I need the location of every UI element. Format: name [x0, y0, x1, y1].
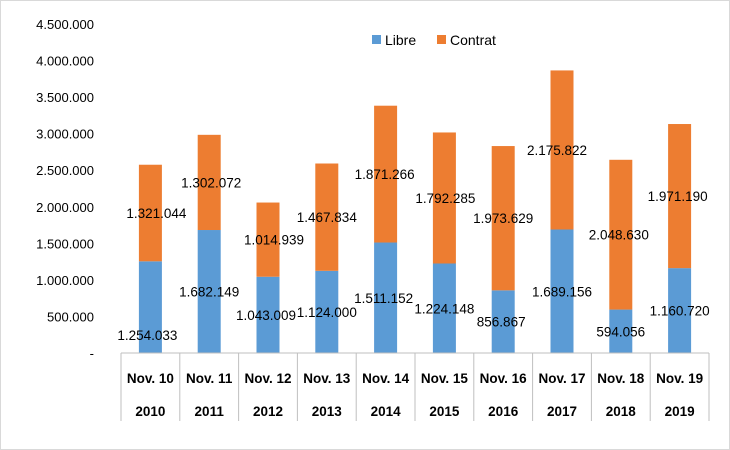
- legend-label: Contrat: [450, 32, 496, 48]
- bars: [138, 70, 692, 353]
- legend-swatch: [372, 35, 381, 44]
- data-label-contrat: 1.467.834: [297, 210, 358, 225]
- x-tick-month: Nov. 19: [656, 371, 703, 386]
- x-tick-year: 2013: [312, 404, 343, 419]
- data-label-contrat: 1.971.190: [648, 189, 708, 204]
- legend: Libre Contrat: [372, 32, 496, 48]
- data-labels: 1.254.033 1.321.044 1.682.149 1.302.072 1.04…: [117, 143, 709, 343]
- data-label-libre: 1.043.009: [236, 308, 296, 323]
- data-label-contrat: 1.973.629: [473, 211, 533, 226]
- data-label-libre: 594.056: [596, 324, 645, 339]
- x-tick-year: 2015: [429, 404, 460, 419]
- x-tick-month: Nov. 13: [303, 371, 351, 386]
- data-label-contrat: 1.302.072: [181, 175, 241, 190]
- data-label-contrat: 1.792.285: [415, 191, 475, 206]
- legend-swatch: [437, 35, 446, 44]
- x-axis: Nov. 10 2010 Nov. 11 2011 Nov. 12 2012 Nov. 13…: [120, 352, 710, 421]
- y-tick-label: 2.500.000: [36, 163, 94, 178]
- bar-libre: [550, 229, 574, 353]
- x-tick-month: Nov. 16: [480, 371, 528, 386]
- x-tick-month: Nov. 14: [362, 371, 410, 386]
- bar-libre: [668, 268, 692, 353]
- y-tick-label: 4.000.000: [36, 54, 94, 69]
- y-tick-label: 2.000.000: [36, 200, 94, 215]
- bar-libre: [315, 270, 339, 353]
- x-tick-month: Nov. 12: [244, 371, 291, 386]
- y-tick-label: 4.500.000: [36, 17, 94, 32]
- bar-libre: [491, 290, 515, 353]
- bar-contrat: [432, 132, 456, 264]
- x-tick-year: 2017: [547, 404, 577, 419]
- data-label-contrat: 1.014.939: [244, 233, 304, 248]
- legend-label: Libre: [385, 32, 416, 48]
- x-tick-year: 2010: [135, 404, 165, 419]
- bar-libre: [432, 263, 456, 353]
- bar-libre: [609, 309, 633, 353]
- x-tick-year: 2011: [195, 404, 225, 419]
- y-tick-label: -: [90, 346, 94, 361]
- data-label-contrat: 1.321.044: [126, 206, 187, 221]
- data-label-libre: 1.224.148: [414, 301, 474, 316]
- bar-contrat: [668, 124, 692, 269]
- data-label-contrat: 2.048.630: [589, 228, 649, 243]
- data-label-libre: 1.160.720: [650, 304, 710, 319]
- bar-contrat: [374, 105, 398, 243]
- bar-contrat: [491, 146, 515, 291]
- data-label-libre: 856.867: [477, 315, 526, 330]
- x-tick-year: 2014: [371, 404, 402, 419]
- data-label-contrat: 2.175.822: [527, 143, 587, 158]
- bar-contrat: [256, 202, 280, 277]
- x-tick-year: 2012: [253, 404, 283, 419]
- y-tick-label: 1.500.000: [36, 236, 94, 251]
- y-axis: - 500.000 1.000.000 1.500.000 2.000.000 2.500…: [36, 17, 94, 361]
- data-label-libre: 1.254.033: [117, 328, 177, 343]
- data-label-libre: 1.511.152: [354, 291, 413, 306]
- bar-contrat: [315, 163, 339, 271]
- data-label-contrat: 1.871.266: [355, 167, 415, 182]
- x-tick-month: Nov. 10: [127, 371, 174, 386]
- bar-libre: [138, 261, 162, 353]
- data-label-libre: 1.689.156: [532, 284, 592, 299]
- bar-contrat: [550, 70, 574, 230]
- data-label-libre: 1.124.000: [297, 305, 357, 320]
- x-tick-month: Nov. 17: [538, 371, 585, 386]
- y-tick-label: 1.000.000: [36, 273, 94, 288]
- bar-libre: [374, 242, 398, 353]
- y-tick-label: 3.000.000: [36, 127, 94, 142]
- bar-libre: [256, 276, 280, 353]
- y-tick-label: 500.000: [47, 309, 94, 324]
- x-tick-month: Nov. 11: [186, 371, 233, 386]
- data-label-libre: 1.682.149: [179, 285, 239, 300]
- x-tick-month: Nov. 15: [421, 371, 469, 386]
- bar-libre: [197, 230, 221, 353]
- bar-contrat: [138, 164, 162, 262]
- bar-contrat: [197, 134, 221, 231]
- bar-contrat: [609, 159, 633, 310]
- x-tick-year: 2016: [488, 404, 519, 419]
- x-tick-year: 2019: [665, 404, 695, 419]
- x-tick-month: Nov. 18: [597, 371, 645, 386]
- x-tick-year: 2018: [606, 404, 637, 419]
- y-tick-label: 3.500.000: [36, 90, 94, 105]
